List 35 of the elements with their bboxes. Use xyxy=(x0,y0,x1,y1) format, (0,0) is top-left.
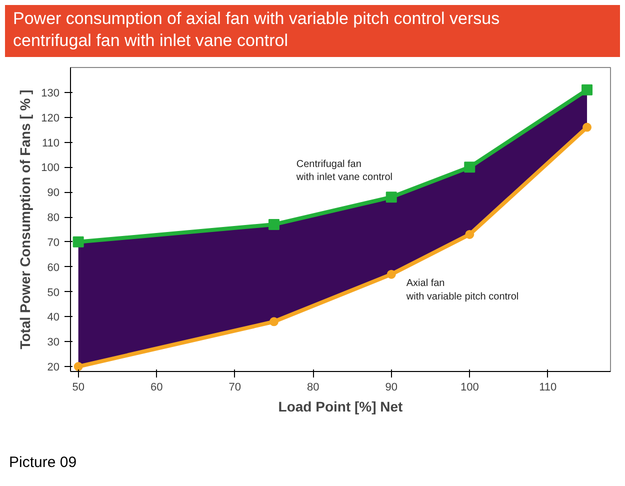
point xyxy=(464,162,476,173)
y-tick-label: 120 xyxy=(41,112,60,124)
point xyxy=(72,236,84,248)
x-axis-title: Load Point [%] Net xyxy=(278,398,404,414)
point xyxy=(386,192,397,203)
y-tick-label: 30 xyxy=(47,336,60,349)
x-tick-label: 50 xyxy=(72,382,84,394)
y-tick-label: 60 xyxy=(47,262,60,274)
point xyxy=(582,84,593,96)
y-tick-label: 50 xyxy=(47,286,60,299)
y-tick-label: 90 xyxy=(47,187,60,200)
x-tick-label: 70 xyxy=(228,382,241,394)
y-tick-label: 20 xyxy=(47,362,60,374)
y-tick-label: 110 xyxy=(42,137,60,150)
point xyxy=(465,230,474,239)
series-label: Centrifugal fan with inlet vane control xyxy=(295,158,393,184)
y-tick-label: 80 xyxy=(47,212,60,224)
point xyxy=(386,270,396,279)
x-tick-label: 90 xyxy=(385,382,398,394)
y-axis-title: Total Power Consumption of Fans [ % ] xyxy=(17,90,34,350)
series-label: Axial fan with variable pitch control xyxy=(405,278,519,302)
y-tick-label: 130 xyxy=(41,87,60,100)
x-tick-label: 60 xyxy=(150,382,163,394)
point xyxy=(582,122,592,132)
y-tick-label: 40 xyxy=(47,312,60,324)
x-tick-label: 80 xyxy=(306,382,320,394)
y-tick-label: 100 xyxy=(41,162,60,174)
chart-title: Power consumption of axial fan with variable pitch control versus centrifugal fan with inlet vane control xyxy=(13,8,501,52)
point xyxy=(268,218,280,230)
point xyxy=(269,317,278,326)
x-tick-label: 110 xyxy=(539,382,557,394)
text: Picture 09 xyxy=(9,453,77,473)
x-tick-label: 100 xyxy=(460,382,479,394)
y-tick-label: 70 xyxy=(47,236,60,249)
point xyxy=(74,362,83,372)
